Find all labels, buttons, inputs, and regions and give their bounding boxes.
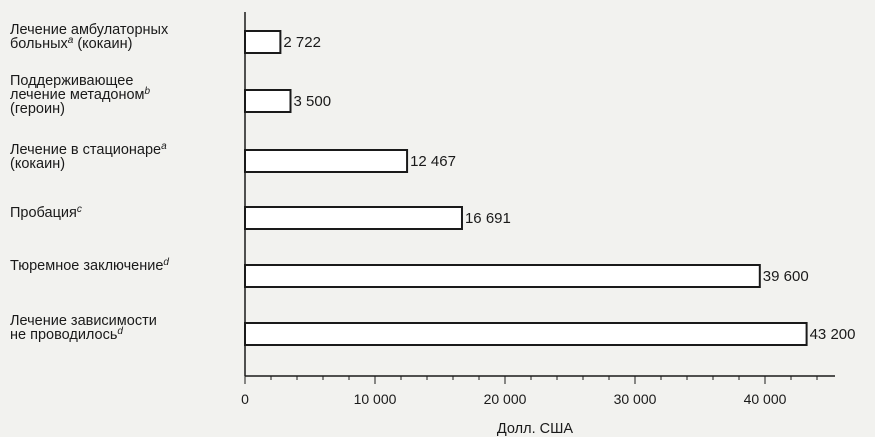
value-label: 2 722 <box>283 34 321 51</box>
x-tick-label: 30 000 <box>614 391 657 407</box>
bar <box>244 206 463 230</box>
value-label: 12 467 <box>410 153 456 170</box>
value-labels-group: 2 722 3 500 12 467 16 691 39 600 43 200 <box>283 34 855 343</box>
value-label: 43 200 <box>810 326 856 343</box>
x-tick-label: 40 000 <box>744 391 787 407</box>
category-label: Тюремное заключениеd​ <box>10 257 169 274</box>
bar <box>244 89 292 113</box>
x-tick-label: 0 <box>241 391 249 407</box>
bars-group <box>244 30 808 346</box>
x-axis-title: Долл. США <box>497 421 573 437</box>
category-label: Пробацияc​ <box>10 204 82 221</box>
value-label: 39 600 <box>763 268 809 285</box>
category-label: Лечение в стационареa​(кокаин) <box>10 141 167 172</box>
x-tick-label: 10 000 <box>354 391 397 407</box>
x-tick-label: 20 000 <box>484 391 527 407</box>
bar <box>244 30 282 54</box>
axes-group: 0 10 000 20 000 30 000 40 000 <box>241 12 835 407</box>
bar <box>244 149 409 173</box>
bar <box>244 322 808 346</box>
bar <box>244 264 761 288</box>
value-label: 3 500 <box>294 93 332 110</box>
value-label: 16 691 <box>465 210 511 227</box>
